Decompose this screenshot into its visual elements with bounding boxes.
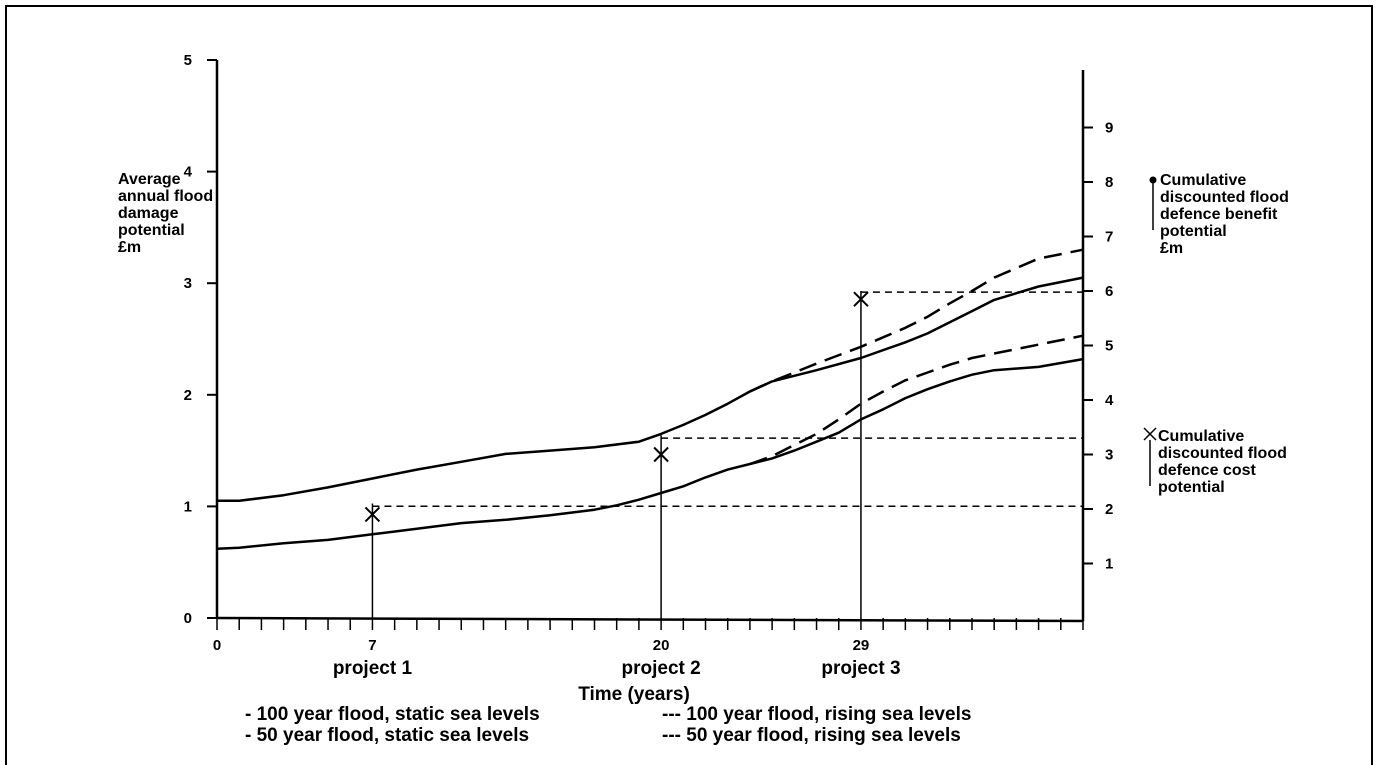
legend-entry: --- 50 year flood, rising sea levels <box>662 725 961 746</box>
x-tick-label: 29 <box>853 637 870 654</box>
legend-entry: - 100 year flood, static sea levels <box>245 704 540 725</box>
legend-entry: --- 100 year flood, rising sea levels <box>662 704 971 725</box>
right-y-tick-label: 7 <box>1105 229 1113 246</box>
right-y-tick-label: 9 <box>1105 120 1113 137</box>
left-y-tick-label: 1 <box>184 498 192 515</box>
right-y-tick-label: 5 <box>1105 338 1113 355</box>
x-tick-label: 7 <box>368 637 376 654</box>
ticks-group <box>207 59 1093 630</box>
right-cost-title-line: potential <box>1158 479 1225 496</box>
left-axis-title-line: damage <box>118 205 179 222</box>
markers-group <box>364 291 869 523</box>
right-y-tick-label: 1 <box>1105 556 1113 573</box>
left-y-tick-label: 3 <box>184 275 192 292</box>
figure-frame <box>5 5 1373 765</box>
right-cost-title-line: Cumulative <box>1158 428 1244 445</box>
right-y-tick-label: 4 <box>1105 392 1114 409</box>
labels-group: 0 1 2 3 4 5 1 2 3 4 5 6 7 8 9 0 7 20 29 project 1 project 2 p… <box>118 52 1289 746</box>
left-y-tick-label: 5 <box>184 52 192 69</box>
right-benefit-title-line: potential <box>1160 223 1227 240</box>
left-axis-title-line: potential <box>118 222 185 239</box>
project-label: project 3 <box>821 658 900 679</box>
series-line <box>749 334 1084 466</box>
series-line <box>216 357 1084 551</box>
left-axis-title-line: Average <box>118 171 181 188</box>
right-y-tick-label: 3 <box>1105 447 1113 464</box>
right-benefit-title-line: Cumulative <box>1160 172 1246 189</box>
x-axis-title: Time (years) <box>578 684 690 705</box>
left-axis-title-line: £m <box>118 239 141 256</box>
series-group <box>216 248 1084 551</box>
reference-lines-group <box>371 291 1083 618</box>
right-y-tick-label: 2 <box>1105 501 1113 518</box>
x-tick-label: 0 <box>213 637 221 654</box>
project-label: project 2 <box>622 658 701 679</box>
x-axis-line <box>216 616 1084 623</box>
left-axis-title-line: annual flood <box>118 188 213 205</box>
cost-legend-marker <box>1143 427 1157 441</box>
cost-marker <box>853 291 869 307</box>
cost-marker <box>653 446 669 463</box>
legend-entry: - 50 year flood, static sea levels <box>245 725 529 746</box>
right-benefit-title-line: defence benefit <box>1160 206 1278 223</box>
series-line <box>217 276 1084 503</box>
x-tick-label: 20 <box>653 637 670 654</box>
left-y-tick-label: 2 <box>184 387 192 404</box>
right-cost-title-line: discounted flood <box>1158 445 1287 462</box>
right-benefit-title-line: discounted flood <box>1160 189 1289 206</box>
project-label: project 1 <box>333 658 413 679</box>
right-cost-title-line: defence cost <box>1158 462 1256 479</box>
right-y-tick-label: 8 <box>1105 174 1113 191</box>
left-y-tick-label: 4 <box>184 164 193 181</box>
left-y-tick-label: 0 <box>184 610 192 627</box>
series-line <box>749 248 1084 393</box>
right-y-tick-label: 6 <box>1105 283 1113 300</box>
right-benefit-title-line: £m <box>1160 240 1183 257</box>
cost-marker <box>364 506 381 523</box>
